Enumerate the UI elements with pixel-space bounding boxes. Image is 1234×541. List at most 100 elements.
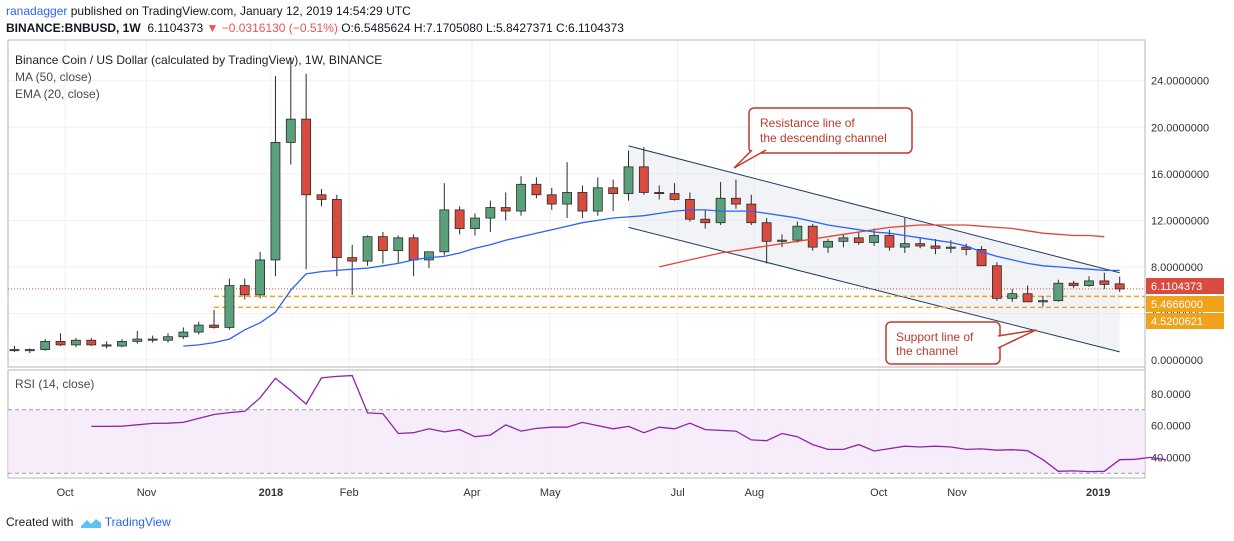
price-label-text: 4.5200621: [1151, 316, 1203, 328]
price-label-text: 6.1104373: [1151, 281, 1202, 293]
time-axis: Oct Nov 2018 Feb Apr May Jul Aug Oct Nov 2019: [57, 487, 1111, 499]
candle-body: [362, 236, 373, 262]
candle-body: [884, 235, 895, 248]
time-tick-label: Oct: [57, 487, 74, 499]
candle-body: [147, 338, 158, 341]
price-tick-label: 8.0000000: [1151, 262, 1203, 274]
candle-body: [193, 324, 204, 333]
candle-body: [255, 259, 266, 296]
candle-body: [746, 203, 757, 224]
time-tick-label: Nov: [137, 487, 157, 499]
support-callout-line1: Support line of: [896, 330, 974, 344]
support-callout-line2: the channel: [896, 344, 958, 358]
candle-body: [915, 243, 926, 247]
candle-body: [55, 340, 66, 346]
published-text: published on TradingView.com, January 12…: [70, 4, 411, 18]
candle-body: [9, 349, 20, 352]
candle-body: [531, 183, 542, 196]
legend-ma: MA (50, close): [15, 70, 92, 84]
candle-body: [777, 239, 787, 242]
candle-body: [807, 225, 818, 248]
author-link[interactable]: ranadagger: [6, 4, 68, 18]
price-tick-label: 24.0000000: [1151, 76, 1209, 88]
last-price: 6.1104373: [147, 21, 204, 35]
candle-body: [224, 285, 235, 328]
rsi-line: [91, 374, 1166, 473]
legend-rsi: RSI (14, close): [15, 377, 95, 391]
tradingview-link[interactable]: TradingView: [104, 515, 171, 529]
candle-body: [654, 192, 665, 195]
candle-body: [424, 251, 434, 261]
candle-body: [239, 285, 250, 296]
candle-body: [178, 331, 189, 338]
channel-fill: [628, 145, 1120, 352]
ohlc-values: O:6.5485624 H:7.1705080 L:5.8427371 C:6.…: [341, 21, 624, 35]
symbol-label: BINANCE:BNBUSD, 1W: [6, 21, 141, 35]
price-tick-label: 16.0000000: [1151, 169, 1209, 181]
price-label-tag: [1146, 313, 1224, 329]
candle-body: [1007, 293, 1018, 299]
candle-body: [101, 344, 112, 347]
support-callout-pointer: [997, 329, 1037, 349]
candle-body: [992, 265, 1002, 299]
support-line: [628, 226, 1120, 353]
candle-body: [285, 118, 296, 143]
price-tick-label: 0.0000000: [1151, 355, 1203, 367]
candle-body: [377, 236, 388, 252]
candle-body: [1022, 293, 1033, 303]
created-with-text: Created with: [6, 515, 74, 529]
candle-body: [470, 217, 480, 229]
candle-body: [869, 235, 879, 243]
candle-body: [853, 237, 864, 243]
candle-body: [393, 237, 404, 252]
candle-body: [1068, 282, 1079, 286]
resistance-line: [628, 145, 1120, 274]
price-label-text: 5.4666000: [1151, 299, 1203, 311]
candle-body: [40, 340, 51, 350]
candle-body: [838, 237, 849, 242]
candle-body: [163, 336, 173, 341]
price-label-tag: [1146, 278, 1224, 294]
price-pane-border: [7, 39, 1146, 368]
candle-body: [592, 187, 603, 212]
candle-body: [71, 339, 81, 346]
candle-body: [700, 218, 711, 224]
price-tick-label: 20.0000000: [1151, 122, 1209, 134]
candle-body: [500, 207, 511, 212]
candle-body: [516, 183, 526, 212]
rsi-tick-label: 80.0000: [1151, 389, 1191, 401]
descending-channel: [628, 145, 1120, 353]
candle-body: [454, 209, 465, 229]
candle-body: [1099, 280, 1110, 285]
candle-body: [86, 339, 97, 346]
time-tick-label: Apr: [463, 487, 480, 499]
ma50-line: [659, 224, 1105, 268]
candle-body: [347, 257, 358, 262]
time-tick-label: Nov: [947, 487, 967, 499]
time-tick-label: Jul: [671, 487, 685, 499]
candle-body: [945, 246, 956, 249]
candle-body: [976, 249, 987, 267]
symbol-info: BINANCE:BNBUSD, 1W 6.1104373 ▼ −0.031613…: [6, 21, 624, 35]
candle-body: [608, 187, 619, 195]
candle-body: [731, 197, 741, 205]
candle-body: [930, 245, 941, 249]
resistance-callout-box: [748, 107, 913, 154]
price-change: ▼ −0.0316130 (−0.51%): [206, 21, 338, 35]
candle-body: [1084, 280, 1094, 286]
time-tick-label: Oct: [870, 487, 887, 499]
candle-body: [408, 237, 419, 261]
price-label-tag: [1146, 296, 1224, 312]
candle-body: [823, 240, 833, 248]
candle-body: [117, 340, 127, 347]
candle-body: [577, 192, 588, 212]
ema20-line: [183, 209, 1120, 347]
time-tick-label: May: [540, 487, 561, 499]
candle-body: [669, 193, 680, 200]
rsi-tick-label: 40.0000: [1151, 452, 1191, 464]
moving-averages: [183, 209, 1120, 347]
support-callout: Support line of the channel: [885, 321, 1037, 365]
publish-info: ranadagger published on TradingView.com,…: [6, 4, 411, 18]
candle-body: [270, 142, 281, 261]
